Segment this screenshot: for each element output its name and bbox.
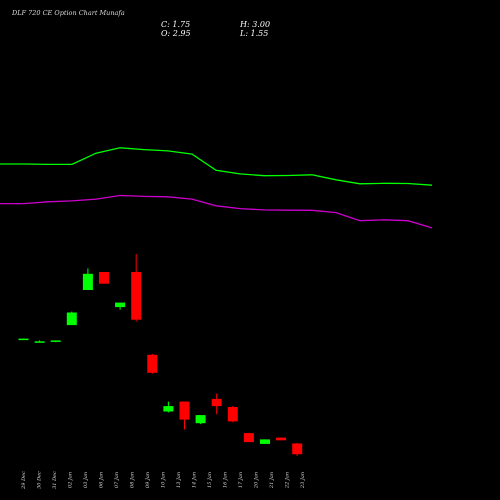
x-tick-label: 30 Dec — [37, 471, 43, 489]
x-tick-label: 03 Jan — [83, 472, 89, 488]
candle-body — [99, 272, 109, 284]
candle-body — [34, 341, 45, 343]
candle-body — [243, 433, 254, 443]
candle-body — [227, 407, 238, 422]
candle-body — [115, 302, 126, 308]
high-readout: H: 3.00 — [240, 20, 271, 29]
x-tick-label: 08 Jan — [130, 472, 136, 488]
x-tick-label: 31 Dec — [52, 471, 58, 489]
candle-body — [147, 354, 158, 373]
candle-body — [292, 443, 303, 455]
candle-body — [260, 439, 270, 444]
x-tick-label: 22 Jan — [285, 472, 291, 489]
low-readout: L: 1.55 — [240, 29, 269, 38]
candle-body — [211, 398, 222, 407]
x-tick-label: 13 Jan — [176, 472, 182, 488]
candle-body — [50, 340, 61, 342]
candle-body — [18, 338, 29, 341]
candle-body — [131, 272, 142, 320]
x-tick-label: 21 Jan — [269, 472, 275, 489]
x-tick-label: 06 Jan — [99, 472, 105, 488]
close-readout: C: 1.75 — [161, 20, 191, 29]
x-tick-label: 10 Jan — [161, 472, 167, 488]
x-tick-label: 23 Jan — [300, 472, 306, 489]
x-tick-label: 16 Jan — [223, 472, 229, 488]
candle-body — [66, 312, 77, 326]
series-line-1 — [0, 194, 433, 229]
candle-body — [163, 406, 174, 412]
x-tick-label: 07 Jan — [114, 472, 120, 488]
candle-body — [179, 401, 190, 420]
x-tick-label: 14 Jan — [192, 472, 198, 488]
candle-body — [276, 437, 287, 441]
x-tick-label: 02 Jan — [68, 472, 74, 488]
x-tick-label: 15 Jan — [207, 472, 213, 488]
chart-title: DLF 720 CE Option Chart Munafa — [12, 9, 125, 17]
open-readout: O: 2.95 — [161, 29, 191, 38]
candle-body — [82, 273, 93, 290]
x-tick-label: 17 Jan — [238, 472, 244, 488]
x-tick-label: 09 Jan — [145, 472, 151, 488]
series-line-0 — [0, 147, 433, 186]
candle-body — [195, 415, 206, 424]
x-tick-label: 20 Jan — [254, 472, 260, 489]
x-tick-label: 29 Dec — [21, 471, 27, 490]
